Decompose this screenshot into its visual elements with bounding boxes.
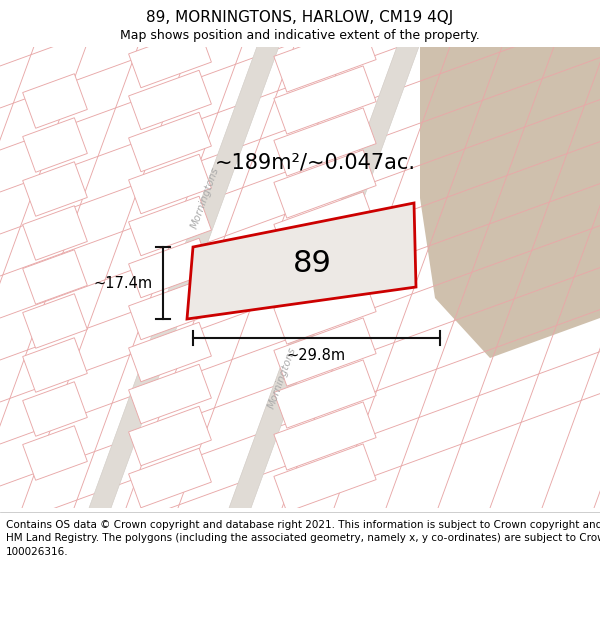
Polygon shape [274, 402, 376, 470]
Text: Map shows position and indicative extent of the property.: Map shows position and indicative extent… [120, 29, 480, 42]
Polygon shape [274, 150, 376, 218]
Polygon shape [128, 196, 211, 256]
Text: 89: 89 [293, 249, 332, 279]
Polygon shape [274, 276, 376, 344]
Polygon shape [128, 112, 211, 172]
Text: ~189m²/~0.047ac.: ~189m²/~0.047ac. [215, 153, 415, 173]
Polygon shape [128, 154, 211, 214]
Polygon shape [23, 206, 88, 260]
Polygon shape [274, 192, 376, 260]
Polygon shape [128, 280, 211, 340]
Polygon shape [23, 338, 88, 392]
Polygon shape [23, 294, 88, 348]
Polygon shape [23, 382, 88, 436]
Polygon shape [71, 0, 297, 558]
Polygon shape [420, 47, 600, 358]
Text: ~29.8m: ~29.8m [287, 348, 346, 363]
Polygon shape [274, 24, 376, 92]
Polygon shape [23, 250, 88, 304]
Text: ~17.4m: ~17.4m [94, 276, 153, 291]
Polygon shape [274, 360, 376, 428]
Polygon shape [274, 318, 376, 386]
Text: Morningtons: Morningtons [189, 166, 221, 230]
Text: Morningtons: Morningtons [266, 346, 298, 410]
Polygon shape [187, 203, 416, 319]
Polygon shape [23, 118, 88, 172]
Text: 89, MORNINGTONS, HARLOW, CM19 4QJ: 89, MORNINGTONS, HARLOW, CM19 4QJ [146, 11, 454, 26]
Polygon shape [128, 28, 211, 88]
Text: Contains OS data © Crown copyright and database right 2021. This information is : Contains OS data © Crown copyright and d… [6, 520, 600, 557]
Polygon shape [23, 74, 88, 128]
Polygon shape [23, 162, 88, 216]
Polygon shape [274, 66, 376, 134]
Polygon shape [274, 234, 376, 302]
Polygon shape [274, 108, 376, 176]
Polygon shape [211, 0, 437, 558]
Polygon shape [128, 406, 211, 466]
Polygon shape [128, 448, 211, 508]
Polygon shape [128, 364, 211, 424]
Polygon shape [128, 322, 211, 382]
Polygon shape [23, 426, 88, 480]
Polygon shape [128, 70, 211, 130]
Polygon shape [274, 444, 376, 512]
Polygon shape [128, 238, 211, 298]
